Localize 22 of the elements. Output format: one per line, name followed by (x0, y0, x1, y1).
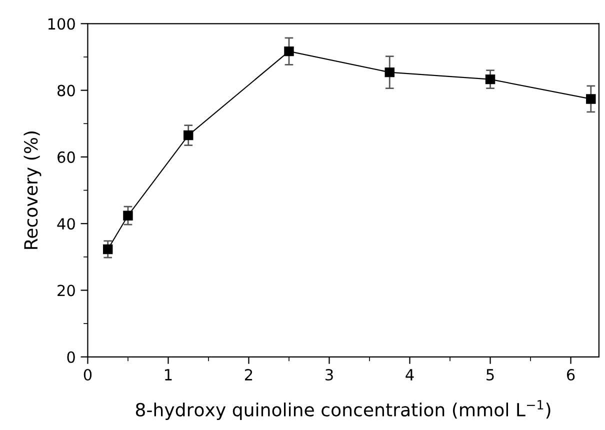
y-tick-label: 60 (58, 151, 75, 163)
y-axis-title: Recovery (%) (24, 131, 42, 249)
point (586, 94, 596, 104)
x-tick-label: 3 (326, 368, 333, 381)
x-tick-label: 6 (566, 368, 575, 381)
y-tick-label: 40 (57, 218, 75, 230)
point (102, 244, 113, 254)
x-axis-title: 8-hydroxy quinoline concentration (mmol L$^{−1}$) (136, 400, 550, 420)
x-tick-label: 1 (165, 369, 172, 380)
point (123, 210, 133, 220)
point (284, 46, 294, 56)
point (384, 67, 394, 78)
point (184, 130, 194, 140)
x-tick-label: 2 (245, 368, 252, 380)
point (485, 74, 496, 84)
x-tick-label: 0 (84, 368, 92, 381)
x-tick-label: 4 (406, 369, 414, 380)
x-tick-label: 5 (486, 369, 494, 381)
y-tick-label: 100 (48, 18, 75, 30)
y-tick-label: 20 (58, 284, 75, 296)
y-tick-label: 80 (58, 84, 75, 96)
y-tick-label: 0 (67, 351, 75, 363)
